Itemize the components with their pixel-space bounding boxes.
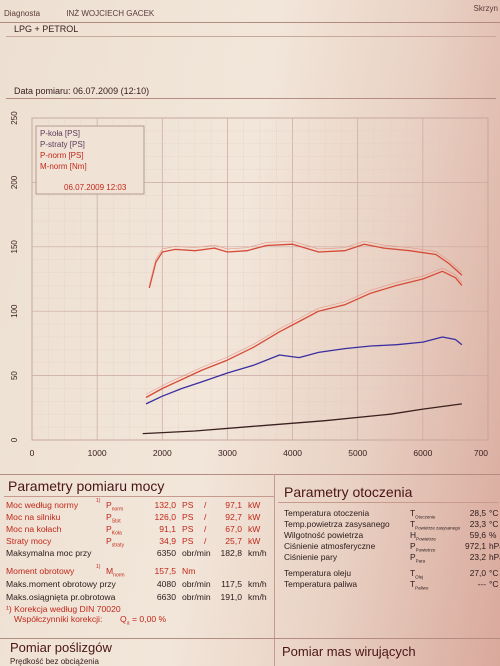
legend-date: 06.07.2009 12:03 [64, 183, 127, 192]
divider [6, 36, 496, 37]
fuel-type: LPG + PETROL [14, 24, 79, 34]
power-params-title: Parametry pomiaru mocy [8, 478, 165, 494]
header-diagnosta-row: Diagnosta INŻ WOJCIECH GACEK [4, 9, 154, 18]
divider [278, 502, 498, 503]
rotating-mass-title: Pomiar mas wirujących [282, 644, 416, 659]
x-tick-label: 4000 [283, 448, 302, 458]
y-tick-label: 200 [10, 175, 19, 189]
divider [0, 638, 500, 639]
diagnosta-value: INŻ WOJCIECH GACEK [66, 9, 155, 18]
chart-grid [31, 117, 489, 441]
divider [4, 496, 274, 497]
y-tick-label: 250 [10, 111, 19, 125]
legend-item: P-straty [PS] [40, 140, 85, 149]
x-tick-label: 1000 [88, 448, 107, 458]
header-area [0, 0, 500, 23]
divider [0, 474, 500, 475]
divider [274, 474, 275, 666]
x-tick-label: 700 [474, 448, 488, 458]
x-tick-label: 2000 [153, 448, 172, 458]
x-tick-label: 6000 [413, 448, 432, 458]
p-straty-line [142, 403, 462, 435]
chart-series [142, 240, 463, 435]
legend-box [35, 125, 145, 195]
diagnosta-label: Diagnosta [4, 9, 41, 18]
p-kola-line [145, 336, 463, 405]
m-norm-line [148, 243, 463, 289]
env-params-title: Parametry otoczenia [284, 484, 413, 500]
chart-legend: P-koła [PS] P-straty [PS] P-norm [PS] M-nor… [35, 125, 145, 195]
m-norm-line-envelope [148, 240, 463, 286]
legend-item: M-norm [Nm] [40, 162, 87, 171]
legend-item: P-norm [PS] [40, 151, 84, 160]
measurement-date: Data pomiaru: 06.07.2009 (12:10) [14, 86, 150, 96]
y-tick-label: 0 [10, 437, 19, 442]
x-tick-label: 5000 [348, 448, 367, 458]
y-tick-label: 100 [10, 304, 19, 318]
y-tick-label: 150 [10, 240, 19, 254]
chart-axes: 0 50 100 150 200 250 0 1000 2000 3000 4000 5000 6000… [10, 111, 488, 458]
header-right-text: Skrzyn [473, 4, 498, 13]
no-load-speed-label: Prędkość bez obciążenia [10, 657, 99, 666]
x-tick-label: 0 [30, 448, 35, 458]
power-chart: 0 50 100 150 200 250 0 1000 2000 3000 4000 5000 6000… [10, 111, 489, 458]
p-norm-line [145, 270, 463, 399]
divider [6, 98, 496, 99]
legend-item: P-koła [PS] [40, 129, 80, 138]
p-norm-line-envelope [145, 267, 463, 395]
slip-measurement-title: Pomiar poślizgów [10, 640, 112, 655]
x-tick-label: 3000 [218, 448, 237, 458]
y-tick-label: 50 [10, 371, 19, 380]
